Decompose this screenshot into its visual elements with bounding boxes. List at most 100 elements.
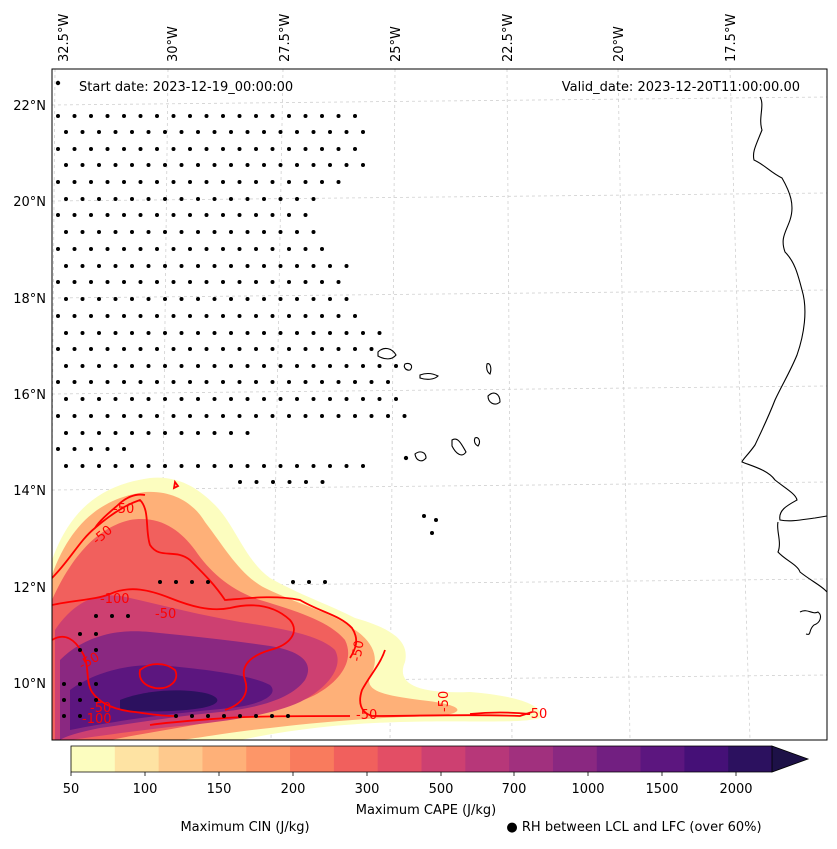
rh-dot bbox=[295, 464, 299, 468]
rh-dot bbox=[212, 397, 217, 401]
rh-dot bbox=[113, 431, 118, 435]
rh-dots bbox=[55, 80, 61, 86]
rh-dot bbox=[80, 264, 85, 268]
rh-dot bbox=[179, 364, 184, 368]
rh-dot bbox=[328, 297, 332, 301]
rh-dot bbox=[163, 331, 167, 335]
rh-dot bbox=[80, 130, 85, 134]
rh-dot bbox=[188, 314, 192, 318]
rh-dot bbox=[171, 414, 176, 418]
rh-dot bbox=[222, 714, 226, 718]
rh-dot bbox=[146, 163, 151, 167]
rh-dot bbox=[320, 347, 324, 351]
rh-dot bbox=[278, 197, 283, 201]
cbar-tick-3: 150 bbox=[207, 782, 232, 797]
rh-dot bbox=[94, 698, 98, 702]
rh-dot bbox=[105, 147, 110, 151]
rh-dot bbox=[171, 213, 176, 217]
colorbar-cell bbox=[246, 746, 291, 772]
rh-dot bbox=[245, 197, 250, 201]
cape-shading bbox=[52, 477, 541, 740]
rh-dot bbox=[179, 163, 184, 167]
rh-dot bbox=[163, 230, 167, 234]
rh-dot bbox=[237, 314, 242, 318]
rh-dot bbox=[196, 464, 200, 468]
colorbar-cell bbox=[640, 746, 685, 772]
rh-dot bbox=[188, 114, 192, 118]
rh-dot bbox=[229, 130, 233, 134]
coastlines bbox=[377, 96, 827, 635]
cin-label-7: -50 bbox=[90, 701, 111, 716]
rh-dot bbox=[72, 414, 77, 418]
rh-dot bbox=[270, 114, 275, 118]
rh-dot bbox=[238, 714, 242, 718]
rh-dot bbox=[238, 480, 242, 484]
rh-dot bbox=[158, 580, 162, 584]
rh-dot bbox=[163, 397, 167, 401]
rh-dot bbox=[171, 180, 176, 184]
rh-dot bbox=[64, 230, 68, 234]
rh-dot bbox=[62, 682, 66, 686]
cbar-tick-2: 100 bbox=[133, 782, 158, 797]
rh-dot bbox=[328, 264, 332, 268]
rh-dot bbox=[122, 447, 126, 451]
rh-dot bbox=[311, 264, 316, 268]
rh-dot bbox=[155, 347, 159, 351]
rh-dot bbox=[188, 213, 192, 217]
rh-dot bbox=[155, 314, 159, 318]
colorbar-cell bbox=[158, 746, 204, 772]
rh-dot bbox=[78, 714, 82, 718]
colorbar-ticks bbox=[70, 772, 737, 776]
rh-dot bbox=[328, 464, 332, 468]
rh-dot bbox=[320, 414, 324, 418]
lon-label-2: 30°W bbox=[166, 26, 181, 62]
rh-dot bbox=[146, 264, 151, 268]
rh-dot bbox=[105, 213, 110, 217]
rh-dot bbox=[64, 364, 68, 368]
rh-dot bbox=[89, 114, 93, 118]
lon-label-6: 20°W bbox=[612, 26, 627, 62]
rh-dot bbox=[80, 364, 85, 368]
rh-dot bbox=[204, 147, 209, 151]
rh-dot bbox=[254, 714, 258, 718]
rh-dot bbox=[229, 464, 233, 468]
rh-dot bbox=[72, 213, 77, 217]
island-fogo bbox=[414, 451, 427, 462]
island-sal bbox=[486, 363, 492, 375]
rh-dot bbox=[291, 580, 295, 584]
rh-dot bbox=[336, 114, 341, 118]
rh-dot bbox=[196, 364, 200, 368]
rh-dot bbox=[237, 147, 242, 151]
rh-dot bbox=[262, 364, 266, 368]
rh-dot bbox=[336, 380, 341, 384]
rh-dot bbox=[212, 163, 217, 167]
rh-dot bbox=[78, 648, 82, 652]
rh-dot bbox=[188, 247, 192, 251]
rh-dot bbox=[113, 230, 118, 234]
rh-dot bbox=[295, 163, 299, 167]
rh-dot bbox=[146, 297, 151, 301]
rh-dot bbox=[278, 464, 283, 468]
rh-dot bbox=[122, 147, 126, 151]
rh-dot bbox=[262, 297, 266, 301]
rh-dot bbox=[64, 264, 68, 268]
rh-dot bbox=[110, 614, 114, 618]
rh-dot bbox=[278, 331, 283, 335]
rh-dot bbox=[130, 197, 134, 201]
rh-dot bbox=[344, 297, 349, 301]
rh-dot bbox=[229, 197, 233, 201]
rh-dot bbox=[94, 614, 98, 618]
rh-dot bbox=[204, 280, 209, 284]
rh-dot bbox=[179, 397, 184, 401]
rh-dot bbox=[138, 247, 143, 251]
rh-dot bbox=[126, 614, 130, 618]
rh-dot bbox=[113, 264, 118, 268]
rh-dot bbox=[130, 331, 134, 335]
colorbar-cell bbox=[377, 746, 423, 772]
rh-dot bbox=[254, 247, 258, 251]
rh-dot bbox=[245, 264, 250, 268]
rh-dot bbox=[105, 114, 110, 118]
rh-dot bbox=[163, 163, 167, 167]
rh-dot bbox=[237, 180, 242, 184]
